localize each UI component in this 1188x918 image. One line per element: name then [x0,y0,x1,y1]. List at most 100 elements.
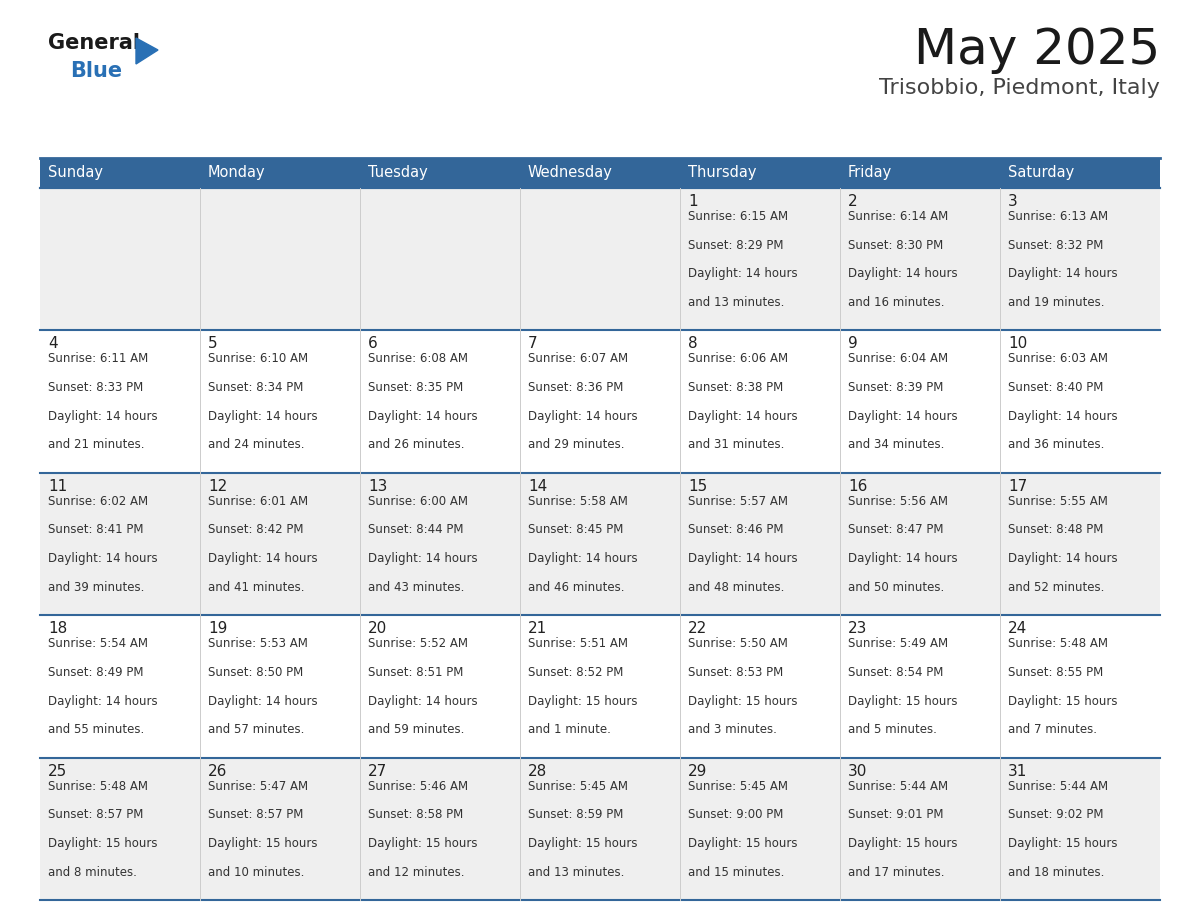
Text: and 3 minutes.: and 3 minutes. [688,723,777,736]
FancyBboxPatch shape [200,615,360,757]
FancyBboxPatch shape [360,615,520,757]
FancyBboxPatch shape [1000,615,1159,757]
Text: Sunset: 8:40 PM: Sunset: 8:40 PM [1007,381,1104,394]
Text: Sunrise: 5:54 AM: Sunrise: 5:54 AM [48,637,148,650]
Text: Sunrise: 5:45 AM: Sunrise: 5:45 AM [527,779,628,792]
Text: Sunrise: 6:14 AM: Sunrise: 6:14 AM [848,210,948,223]
Text: Daylight: 14 hours: Daylight: 14 hours [848,267,958,280]
FancyBboxPatch shape [1000,757,1159,900]
Text: May 2025: May 2025 [914,26,1159,74]
Text: and 13 minutes.: and 13 minutes. [527,866,625,879]
FancyBboxPatch shape [520,158,680,188]
Text: Sunrise: 6:15 AM: Sunrise: 6:15 AM [688,210,788,223]
Text: 21: 21 [527,621,548,636]
Text: Daylight: 15 hours: Daylight: 15 hours [48,837,158,850]
Text: 10: 10 [1007,336,1028,352]
Text: Daylight: 15 hours: Daylight: 15 hours [1007,837,1118,850]
Text: Sunset: 8:53 PM: Sunset: 8:53 PM [688,666,783,679]
Text: 7: 7 [527,336,538,352]
Text: Sunset: 8:41 PM: Sunset: 8:41 PM [48,523,144,536]
Text: 1: 1 [688,194,697,209]
Text: Sunset: 8:54 PM: Sunset: 8:54 PM [848,666,943,679]
Text: 27: 27 [368,764,387,778]
Text: 5: 5 [208,336,217,352]
FancyBboxPatch shape [680,158,840,188]
Text: 9: 9 [848,336,858,352]
Text: and 12 minutes.: and 12 minutes. [368,866,465,879]
FancyBboxPatch shape [40,757,200,900]
FancyBboxPatch shape [520,757,680,900]
FancyBboxPatch shape [1000,473,1159,615]
Text: 14: 14 [527,479,548,494]
Text: and 29 minutes.: and 29 minutes. [527,439,625,452]
FancyBboxPatch shape [520,615,680,757]
Text: Daylight: 14 hours: Daylight: 14 hours [688,552,797,565]
Text: Sunset: 8:47 PM: Sunset: 8:47 PM [848,523,943,536]
FancyBboxPatch shape [40,158,200,188]
Text: Sunrise: 5:53 AM: Sunrise: 5:53 AM [208,637,308,650]
Text: Daylight: 15 hours: Daylight: 15 hours [527,695,638,708]
FancyBboxPatch shape [840,473,1000,615]
Text: Daylight: 14 hours: Daylight: 14 hours [368,552,478,565]
Text: Daylight: 15 hours: Daylight: 15 hours [527,837,638,850]
FancyBboxPatch shape [360,473,520,615]
Text: General: General [48,33,140,53]
Text: 30: 30 [848,764,867,778]
FancyBboxPatch shape [840,615,1000,757]
Text: 20: 20 [368,621,387,636]
Text: 18: 18 [48,621,68,636]
Text: Saturday: Saturday [1007,165,1074,181]
Text: 3: 3 [1007,194,1018,209]
Text: 11: 11 [48,479,68,494]
Text: Sunrise: 5:47 AM: Sunrise: 5:47 AM [208,779,308,792]
Text: Sunset: 9:00 PM: Sunset: 9:00 PM [688,808,783,822]
Text: Sunset: 8:35 PM: Sunset: 8:35 PM [368,381,463,394]
Text: 23: 23 [848,621,867,636]
Text: Daylight: 14 hours: Daylight: 14 hours [368,409,478,422]
Text: Friday: Friday [848,165,892,181]
Text: and 39 minutes.: and 39 minutes. [48,581,145,594]
Text: Sunset: 9:01 PM: Sunset: 9:01 PM [848,808,943,822]
FancyBboxPatch shape [840,158,1000,188]
Text: Daylight: 15 hours: Daylight: 15 hours [848,837,958,850]
Text: Sunset: 8:44 PM: Sunset: 8:44 PM [368,523,463,536]
FancyBboxPatch shape [360,757,520,900]
Text: Sunrise: 5:51 AM: Sunrise: 5:51 AM [527,637,628,650]
Text: and 18 minutes.: and 18 minutes. [1007,866,1105,879]
Text: Sunrise: 5:52 AM: Sunrise: 5:52 AM [368,637,468,650]
Text: Sunset: 8:51 PM: Sunset: 8:51 PM [368,666,463,679]
Text: Daylight: 14 hours: Daylight: 14 hours [48,552,158,565]
Text: 26: 26 [208,764,227,778]
FancyBboxPatch shape [1000,188,1159,330]
Text: 13: 13 [368,479,387,494]
Text: Sunrise: 6:04 AM: Sunrise: 6:04 AM [848,353,948,365]
Text: and 13 minutes.: and 13 minutes. [688,296,784,309]
FancyBboxPatch shape [680,615,840,757]
Text: Sunset: 8:33 PM: Sunset: 8:33 PM [48,381,144,394]
Text: Sunset: 8:42 PM: Sunset: 8:42 PM [208,523,303,536]
Text: and 48 minutes.: and 48 minutes. [688,581,784,594]
Text: Daylight: 14 hours: Daylight: 14 hours [1007,409,1118,422]
FancyBboxPatch shape [200,188,360,330]
FancyBboxPatch shape [200,158,360,188]
Text: Sunrise: 6:00 AM: Sunrise: 6:00 AM [368,495,468,508]
Text: Daylight: 14 hours: Daylight: 14 hours [208,409,317,422]
Text: and 15 minutes.: and 15 minutes. [688,866,784,879]
Polygon shape [135,38,158,64]
Text: and 17 minutes.: and 17 minutes. [848,866,944,879]
Text: 17: 17 [1007,479,1028,494]
Text: and 46 minutes.: and 46 minutes. [527,581,625,594]
Text: Daylight: 14 hours: Daylight: 14 hours [848,552,958,565]
Text: Sunset: 8:48 PM: Sunset: 8:48 PM [1007,523,1104,536]
Text: and 43 minutes.: and 43 minutes. [368,581,465,594]
FancyBboxPatch shape [840,757,1000,900]
Text: and 5 minutes.: and 5 minutes. [848,723,937,736]
Text: 22: 22 [688,621,707,636]
Text: Daylight: 15 hours: Daylight: 15 hours [688,695,797,708]
Text: Sunset: 8:36 PM: Sunset: 8:36 PM [527,381,624,394]
Text: and 34 minutes.: and 34 minutes. [848,439,944,452]
Text: and 26 minutes.: and 26 minutes. [368,439,465,452]
FancyBboxPatch shape [360,330,520,473]
Text: Sunrise: 5:44 AM: Sunrise: 5:44 AM [848,779,948,792]
Text: Sunset: 8:57 PM: Sunset: 8:57 PM [48,808,144,822]
